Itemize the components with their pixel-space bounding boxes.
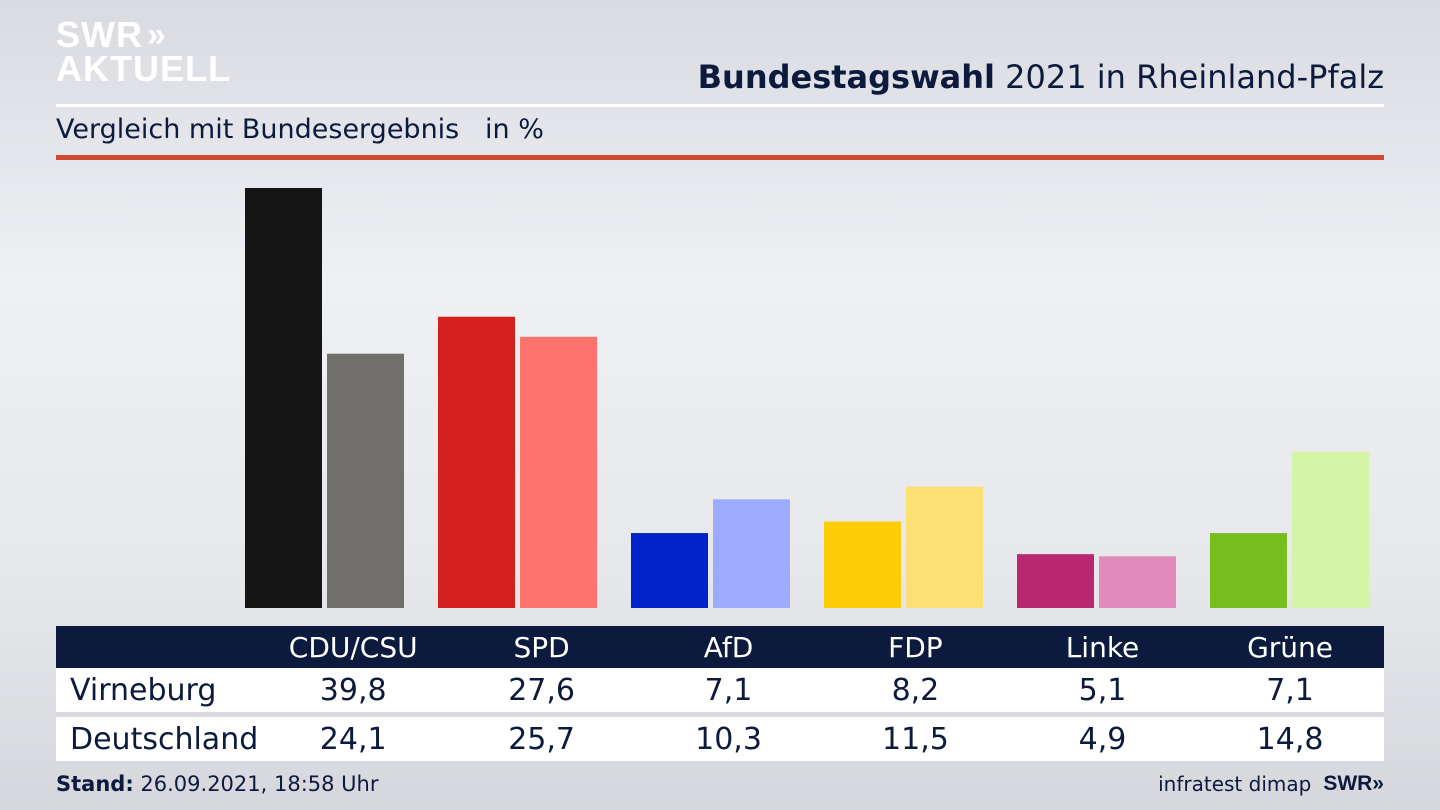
accent-divider	[56, 155, 1384, 160]
party-header: Linke	[1008, 626, 1197, 668]
timestamp: Stand: 26.09.2021, 18:58 Uhr	[56, 772, 379, 796]
swr-brand-logo: SWR»	[1323, 772, 1384, 795]
title-divider	[56, 104, 1384, 107]
party-header: AfD	[635, 626, 822, 668]
bar-afd-deutschland	[713, 499, 790, 608]
table-corner	[56, 626, 259, 668]
party-header: SPD	[448, 626, 636, 668]
bar-spd-virneburg	[438, 316, 515, 608]
party-header: CDU/CSU	[258, 626, 449, 668]
logo-swr-text: SWR	[56, 14, 143, 55]
page-title-rest: 2021 in Rheinland-Pfalz	[995, 58, 1384, 96]
bar-linke-virneburg	[1017, 554, 1094, 608]
bar-chart	[245, 188, 1369, 608]
bar-cdu-csu-deutschland	[327, 353, 404, 608]
table-header-row: CDU/CSU SPD AfD FDP Linke Grüne	[56, 626, 1384, 668]
table-row: Virneburg 39,8 27,6 7,1 8,2 5,1 7,1	[56, 668, 1384, 712]
bar-gr-ne-virneburg	[1210, 533, 1287, 608]
table-cell: 24,1	[258, 712, 449, 761]
table-cell: 25,7	[448, 712, 636, 761]
swr-aktuell-logo: SWR» AKTUELL	[56, 14, 231, 89]
table-cell: 14,8	[1196, 712, 1384, 761]
source-credit: infratest dimap SWR»	[1158, 772, 1384, 796]
bar-fdp-deutschland	[906, 486, 983, 608]
page-title: Bundestagswahl 2021 in Rheinland-Pfalz	[698, 58, 1384, 96]
table-cell: 10,3	[635, 712, 822, 761]
table-cell: 5,1	[1008, 668, 1197, 712]
party-header: Grüne	[1196, 626, 1384, 668]
bar-gr-ne-deutschland	[1292, 451, 1369, 608]
bar-afd-virneburg	[631, 533, 708, 608]
table-cell: 27,6	[448, 668, 636, 712]
table-cell: 39,8	[258, 668, 449, 712]
table-cell: 7,1	[1196, 668, 1384, 712]
row-label: Virneburg	[56, 668, 259, 712]
chart-subtitle: Vergleich mit Bundesergebnis in %	[56, 114, 544, 145]
bar-cdu-csu-virneburg	[245, 188, 322, 608]
bar-fdp-virneburg	[824, 521, 901, 608]
party-header: FDP	[821, 626, 1009, 668]
table-row: Deutschland 24,1 25,7 10,3 11,5 4,9 14,8	[56, 712, 1384, 761]
row-label: Deutschland	[56, 712, 259, 761]
timestamp-value: 26.09.2021, 18:58 Uhr	[133, 772, 379, 796]
bar-spd-deutschland	[520, 336, 597, 608]
table-cell: 11,5	[821, 712, 1009, 761]
bar-linke-deutschland	[1099, 556, 1176, 608]
source-text: infratest dimap	[1158, 772, 1312, 796]
results-table: CDU/CSU SPD AfD FDP Linke Grüne Virnebur…	[56, 626, 1384, 761]
table-cell: 4,9	[1008, 712, 1197, 761]
logo-aktuell-text: AKTUELL	[56, 48, 231, 89]
page-title-bold: Bundestagswahl	[697, 58, 995, 96]
timestamp-label: Stand:	[56, 772, 134, 796]
table-cell: 7,1	[635, 668, 822, 712]
table-cell: 8,2	[821, 668, 1009, 712]
